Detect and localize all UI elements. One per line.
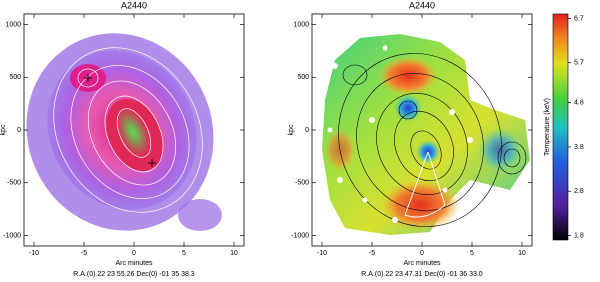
x-tick-label: -5 <box>369 250 375 257</box>
y-tick-label: -1000 <box>291 232 309 239</box>
colorbar-label: Temperature (keV) <box>544 98 551 156</box>
y-tick-label: 0 <box>305 127 309 134</box>
x-tick-label: 5 <box>182 250 186 257</box>
x-axis-label: Arc minutes <box>404 260 441 267</box>
y-tick-label: -1000 <box>3 232 21 239</box>
x-tick-label: 0 <box>132 250 136 257</box>
y-tick-label: 0 <box>17 127 21 134</box>
xray-image <box>26 33 222 231</box>
colorbar-tick-label: 2.8 <box>574 188 584 195</box>
temperature-map <box>322 34 530 235</box>
y-tick-label: -500 <box>295 180 309 187</box>
y-tick-label: 500 <box>9 74 21 81</box>
x-tick-label: -10 <box>29 250 39 257</box>
y-tick-label: 500 <box>297 74 309 81</box>
coordinates: R.A.(0) 22 23 55.26 Dec(0) -01 35 38.3 <box>73 271 195 278</box>
x-tick-label: 10 <box>230 250 238 257</box>
colorbar-tick-label: 1.8 <box>574 232 584 239</box>
y-tick-label: 1000 <box>5 21 21 28</box>
x-tick-label: 0 <box>420 250 424 257</box>
x-tick-label: -5 <box>81 250 87 257</box>
y-tick-label: 1000 <box>293 21 309 28</box>
panel-title: A2440 <box>409 0 435 10</box>
colorbar <box>552 13 569 241</box>
y-axis-label: kpc <box>0 124 7 135</box>
colorbar-tick-label: 3.8 <box>574 144 584 151</box>
coordinates: R.A.(0) 22 23 47.31 Dec(0) -01 36 33.0 <box>361 271 483 278</box>
panel-title: A2440 <box>121 0 147 10</box>
x-tick-label: 5 <box>470 250 474 257</box>
x-tick-label: 10 <box>518 250 526 257</box>
colorbar-tick-label: 5.7 <box>574 60 584 67</box>
y-tick-label: -500 <box>7 180 21 187</box>
y-axis-label: kpc <box>288 124 295 135</box>
x-tick-label: -10 <box>317 250 327 257</box>
colorbar-tick-label: 4.8 <box>574 99 584 106</box>
colorbar-tick-label: 6.7 <box>574 15 584 22</box>
x-axis-label: Arc minutes <box>116 260 153 267</box>
